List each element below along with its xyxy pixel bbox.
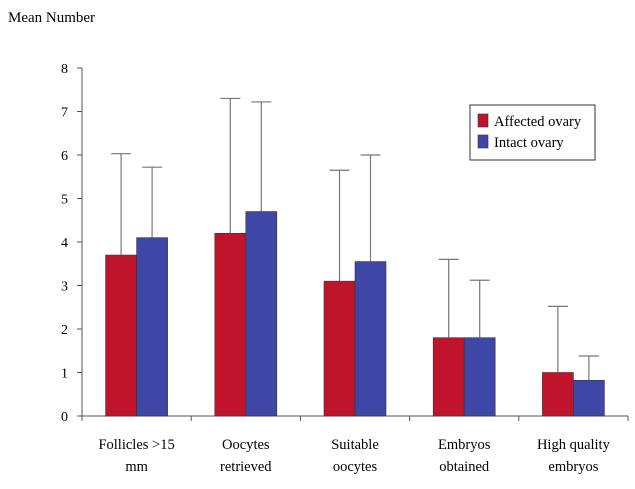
y-tick-label: 0 bbox=[61, 410, 68, 425]
x-tick-label: Oocytes bbox=[222, 437, 270, 453]
x-tick-label: Embryos bbox=[438, 437, 491, 453]
bar bbox=[323, 280, 356, 417]
bar bbox=[354, 261, 387, 417]
legend-label: Affected ovary bbox=[494, 114, 582, 130]
bar bbox=[573, 380, 605, 417]
legend-label: Intact ovary bbox=[494, 135, 564, 151]
x-tick-label: oocytes bbox=[333, 459, 378, 475]
bar bbox=[105, 254, 137, 417]
y-tick-label: 2 bbox=[61, 323, 68, 338]
x-tick-label: mm bbox=[125, 459, 148, 475]
y-tick-label: 8 bbox=[61, 62, 68, 77]
y-axis-title: Mean Number bbox=[8, 10, 96, 26]
bar bbox=[432, 337, 465, 417]
x-tick-label: obtained bbox=[439, 459, 490, 475]
y-tick-label: 1 bbox=[61, 367, 68, 382]
x-tick-label: embryos bbox=[548, 459, 598, 475]
bar bbox=[463, 337, 496, 417]
bar bbox=[136, 237, 168, 417]
bar bbox=[245, 211, 278, 417]
legend-swatch bbox=[477, 113, 489, 128]
bar bbox=[542, 372, 574, 417]
legend-swatch bbox=[477, 134, 489, 149]
x-tick-label: High quality bbox=[537, 437, 611, 453]
y-tick-label: 6 bbox=[61, 149, 68, 164]
x-tick-label: retrieved bbox=[220, 459, 272, 475]
x-tick-label: Follicles >15 bbox=[98, 437, 174, 453]
y-tick-label: 7 bbox=[61, 106, 68, 121]
y-tick-label: 5 bbox=[61, 193, 68, 208]
x-tick-label: Suitable bbox=[331, 437, 379, 453]
legend-box bbox=[469, 104, 596, 161]
y-tick-label: 4 bbox=[61, 236, 68, 251]
bar bbox=[214, 233, 247, 417]
y-tick-label: 3 bbox=[61, 280, 68, 295]
